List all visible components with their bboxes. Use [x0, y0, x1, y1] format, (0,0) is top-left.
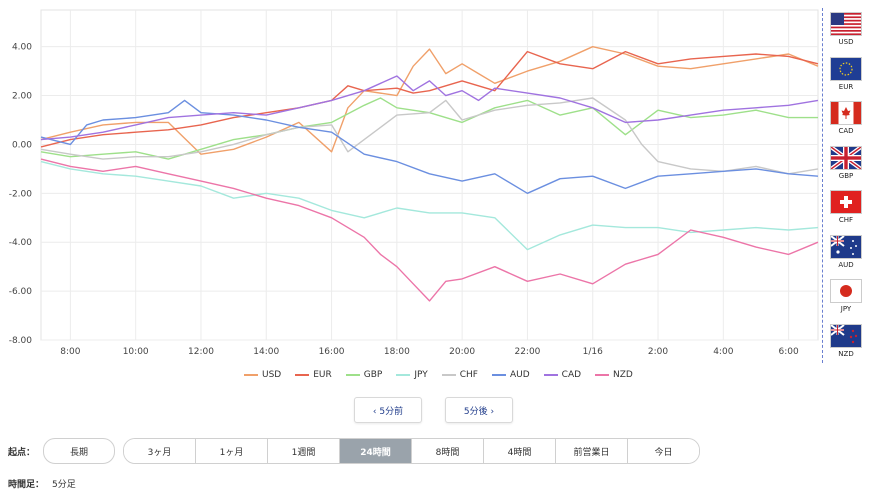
- y-tick-label: -8.00: [9, 336, 33, 346]
- legend-item-nzd[interactable]: NZD: [595, 370, 633, 380]
- period-option[interactable]: 24時間: [340, 439, 412, 463]
- gb-flag-icon: [830, 145, 862, 170]
- x-tick-label: 6:00: [779, 347, 799, 357]
- legend-label: CAD: [561, 370, 582, 380]
- legend-swatch: [441, 374, 456, 376]
- flag-label: JPY: [840, 305, 852, 313]
- ca-flag-icon: [830, 101, 862, 125]
- legend-label: USD: [262, 370, 282, 380]
- period-option[interactable]: 3ヶ月: [124, 439, 196, 463]
- x-tick-label: 16:00: [319, 347, 345, 357]
- series-line-cad: [40, 75, 819, 141]
- legend-label: EUR: [313, 370, 332, 380]
- x-tick-label: 14:00: [253, 347, 279, 357]
- x-tick-label: 4:00: [713, 347, 733, 357]
- y-tick-label: -6.00: [9, 287, 33, 297]
- flag-chf[interactable]: CHF: [830, 190, 862, 224]
- next-5min-button[interactable]: 5分後 ›: [445, 397, 513, 423]
- y-tick-label: 4.00: [12, 43, 32, 53]
- period-option[interactable]: 8時間: [412, 439, 484, 463]
- legend-item-usd[interactable]: USD: [244, 370, 281, 380]
- legend-swatch: [244, 374, 258, 376]
- flag-eur[interactable]: EUR: [830, 56, 862, 91]
- series-line-nzd: [40, 158, 819, 302]
- series-line-usd: [40, 46, 819, 155]
- plot-area: [40, 9, 819, 341]
- legend-item-aud[interactable]: AUD: [491, 370, 530, 380]
- flag-label: CAD: [838, 127, 854, 135]
- x-tick-label: 12:00: [188, 347, 214, 357]
- eu-flag-icon: [830, 56, 862, 81]
- au-flag-icon: [830, 234, 862, 259]
- y-tick-label: -2.00: [9, 189, 33, 199]
- x-tick-label: 18:00: [384, 347, 410, 357]
- legend-swatch: [295, 374, 310, 376]
- jp-flag-icon: [830, 279, 862, 303]
- x-tick-label: 2:00: [648, 347, 668, 357]
- legend-label: CHF: [459, 370, 478, 380]
- flag-gbp[interactable]: GBP: [830, 145, 862, 180]
- legend-item-chf[interactable]: CHF: [441, 370, 478, 380]
- period-option[interactable]: 今日: [628, 439, 699, 463]
- timeframe-label: 時間足：: [8, 480, 45, 490]
- flag-aud[interactable]: AUD: [830, 234, 862, 269]
- legend-item-jpy[interactable]: JPY: [396, 370, 428, 380]
- legend-label: AUD: [509, 370, 530, 380]
- legend-swatch: [396, 374, 411, 376]
- flag-label: CHF: [838, 216, 854, 224]
- x-tick-label: 10:00: [123, 347, 149, 357]
- period-label: 起点：: [8, 448, 36, 458]
- legend-label: GBP: [363, 370, 383, 380]
- flag-label: AUD: [838, 260, 854, 269]
- series-line-jpy: [40, 160, 819, 251]
- legend-swatch: [491, 374, 506, 376]
- y-tick-label: 0.00: [12, 140, 32, 150]
- currency-flag-panel: USD EUR CAD GBP CHF AUD JPY NZD: [822, 8, 867, 363]
- series-line-aud: [40, 99, 819, 195]
- timeframe-value: 5分足: [52, 480, 76, 490]
- legend-item-eur[interactable]: EUR: [295, 370, 332, 380]
- y-tick-label: -4.00: [9, 238, 33, 248]
- legend-label: JPY: [414, 370, 428, 380]
- period-option[interactable]: 1ヶ月: [196, 439, 268, 463]
- prev-5min-button[interactable]: ‹ 5分前: [354, 397, 422, 423]
- timeframe-row: 時間足： 5分足: [8, 477, 76, 490]
- period-option[interactable]: 1週間: [268, 439, 340, 463]
- nz-flag-icon: [830, 323, 862, 348]
- flag-label: GBP: [838, 171, 854, 180]
- legend-swatch: [595, 374, 610, 376]
- legend-swatch: [543, 374, 558, 376]
- flag-cad[interactable]: CAD: [830, 101, 862, 135]
- legend-label: NZD: [613, 370, 633, 380]
- legend-item-gbp[interactable]: GBP: [345, 370, 383, 380]
- x-tick-label: 22:00: [514, 347, 540, 357]
- series-line-chf: [40, 97, 819, 175]
- period-long-button[interactable]: 長期: [43, 438, 115, 464]
- chart-legend: USD EUR GBP JPY CHF AUD CAD NZD: [244, 370, 633, 380]
- us-flag-icon: [830, 12, 862, 36]
- period-selector: 3ヶ月 1ヶ月 1週間 24時間 8時間 4時間 前営業日 今日: [123, 438, 700, 464]
- flag-jpy[interactable]: JPY: [830, 279, 862, 313]
- flag-label: NZD: [838, 349, 854, 358]
- series-line-eur: [40, 50, 819, 148]
- legend-item-cad[interactable]: CAD: [543, 370, 582, 380]
- period-option[interactable]: 4時間: [484, 439, 556, 463]
- y-tick-label: 2.00: [12, 92, 32, 102]
- flag-label: EUR: [838, 82, 854, 91]
- ch-flag-icon: [830, 190, 862, 214]
- legend-swatch: [345, 374, 360, 376]
- x-tick-label: 1/16: [583, 347, 603, 357]
- flag-nzd[interactable]: NZD: [830, 323, 862, 358]
- flag-label: USD: [838, 38, 854, 46]
- period-option[interactable]: 前営業日: [556, 439, 628, 463]
- x-tick-label: 8:00: [60, 347, 80, 357]
- flag-usd[interactable]: USD: [830, 12, 862, 46]
- x-tick-label: 20:00: [449, 347, 475, 357]
